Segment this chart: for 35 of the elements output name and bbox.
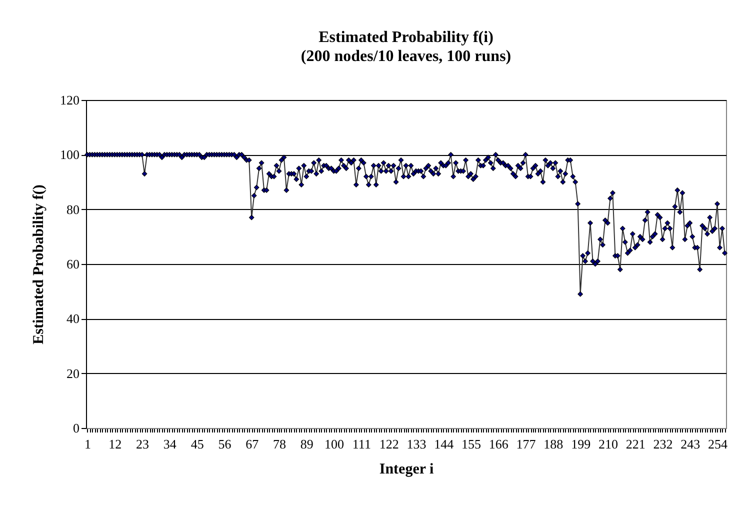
y-axis-title: Estimated Probability f()	[31, 184, 47, 344]
x-tick-label: 122	[379, 436, 399, 452]
x-tick-label: 199	[571, 436, 591, 452]
chart-subtitle: (200 nodes/10 leaves, 100 runs)	[300, 48, 512, 65]
x-tick-label: 243	[680, 436, 700, 452]
x-tick-label: 1	[84, 436, 91, 452]
x-tick-label: 221	[626, 436, 646, 452]
x-tick-label: 254	[708, 436, 728, 452]
x-tick-label: 89	[300, 436, 314, 452]
y-tick-label: 80	[66, 202, 80, 217]
x-tick-label: 111	[352, 436, 371, 452]
x-axis-title: Integer i	[379, 462, 434, 478]
y-tick-label: 100	[60, 147, 80, 162]
x-tick-label: 144	[434, 436, 454, 452]
y-tick-label: 0	[73, 420, 80, 436]
x-tick-label: 133	[406, 436, 426, 452]
x-tick-label: 210	[598, 436, 618, 452]
y-tick-label: 20	[66, 366, 80, 381]
x-tick-label: 232	[653, 436, 673, 452]
y-tick-label: 120	[60, 92, 80, 108]
y-tick-label: 40	[66, 311, 80, 326]
x-tick-label: 12	[108, 436, 122, 452]
x-tick-label: 155	[461, 436, 481, 452]
x-tick-label: 166	[488, 436, 509, 452]
x-tick-label: 23	[136, 436, 150, 452]
x-tick-label: 67	[246, 436, 260, 452]
x-tick-label: 100	[324, 436, 344, 452]
x-tick-label: 78	[272, 436, 286, 452]
x-tick-label: 45	[190, 436, 204, 452]
x-tick-label: 34	[163, 436, 177, 452]
x-tick-label: 188	[544, 436, 564, 452]
chart-title: Estimated Probability f(i)	[318, 29, 494, 46]
x-tick-label: 177	[516, 436, 536, 452]
x-tick-label: 56	[218, 436, 232, 452]
y-tick-label: 60	[66, 256, 80, 272]
